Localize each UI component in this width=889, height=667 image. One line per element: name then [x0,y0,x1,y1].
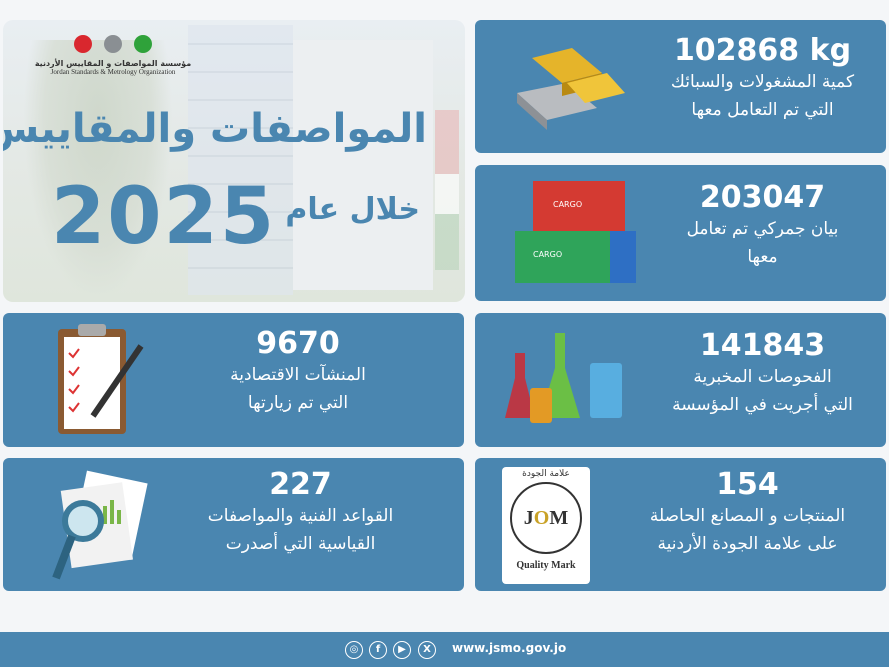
stat-card-regulations: 227 القواعد الفنية والمواصفات القياسية ا… [3,458,464,591]
facebook-icon[interactable]: f [369,641,387,659]
hero-subtitle: خلال عام [285,192,420,227]
youtube-icon[interactable]: ▶ [393,641,411,659]
stat-label: الفحوصات المخبرية [693,367,832,387]
building-sign [293,40,433,290]
stat-value: 203047 [699,180,826,215]
stat-label: التي أجريت في المؤسسة [672,395,853,415]
stat-card-facilities: 9670 المنشآت الاقتصادية التي تم زيارتها [3,313,464,447]
stat-card-gold: 102868 kg كمية المشغولات والسبائك التي ت… [475,20,886,153]
stat-card-customs: CARGO CARGO 203047 بيان جمركي تم تعامل مع… [475,165,886,301]
instagram-icon[interactable]: ◎ [345,641,363,659]
stat-value: 9670 [256,326,340,361]
stat-label: كمية المشغولات والسبائك [670,72,855,92]
badge-top-text: علامة الجودة [522,469,570,479]
clipboard-checklist-icon [58,324,144,434]
svg-text:CARGO: CARGO [533,250,562,259]
stat-card-quality: علامة الجودة JOM Quality Mark 154 المنتج… [475,458,886,591]
cargo-containers-icon: CARGO CARGO [515,181,636,283]
hero-banner: مؤسسة المواصفات و المقاييس الأردنية Jord… [3,20,465,302]
x-icon[interactable]: X [418,641,436,659]
stat-label: التي تم التعامل معها [691,100,834,120]
jsmo-logo: مؤسسة المواصفات و المقاييس الأردنية Jord… [33,23,193,91]
stat-value: 102868 kg [673,33,852,68]
stat-value: 154 [716,467,779,502]
stat-label: القياسية التي أصدرت [225,534,376,554]
stat-label: معها [747,247,778,267]
stat-label: المنتجات و المصانع الحاصلة [649,506,846,526]
logo-english: Jordan Standards & Metrology Organizatio… [50,68,176,76]
stat-value: 141843 [699,328,826,363]
tree-photo [23,40,173,300]
stat-label: على علامة الجودة الأردنية [657,534,838,554]
building-photo [188,25,293,295]
svg-text:CARGO: CARGO [553,200,582,209]
stat-label: بيان جمركي تم تعامل [686,219,839,239]
quality-mark-icon: علامة الجودة JOM Quality Mark [502,467,590,584]
badge-bottom-text: Quality Mark [516,560,576,571]
stat-card-lab: 141843 الفحوصات المخبرية التي أجريت في ا… [475,313,886,447]
lab-flasks-icon [505,333,622,423]
hero-year: 2025 [51,172,277,262]
stat-value: 227 [269,467,332,502]
website-link[interactable]: www.jsmo.gov.jo [452,641,567,655]
stat-label: التي تم زيارتها [247,393,349,413]
logo-arabic: مؤسسة المواصفات و المقاييس الأردنية [34,59,192,68]
jordan-flag [435,110,459,270]
hero-title: المواصفات والمقاييس [3,106,427,152]
magnifier-documents-icon [52,470,148,580]
stat-label: المنشآت الاقتصادية [230,365,366,385]
footer-bar: ◎ f ▶ X www.jsmo.gov.jo [0,632,889,667]
gold-bars-icon [517,48,625,130]
stat-label: القواعد الفنية والمواصفات [207,506,394,526]
